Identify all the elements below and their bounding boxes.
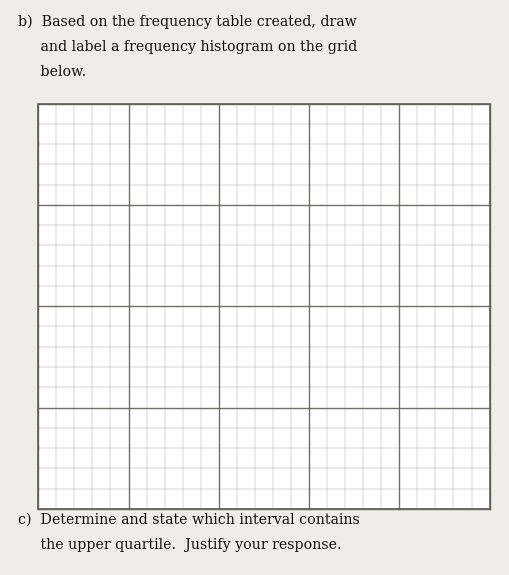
Bar xyxy=(38,104,489,509)
Text: b)  Based on the frequency table created, draw: b) Based on the frequency table created,… xyxy=(18,14,356,29)
Text: c)  Determine and state which interval contains: c) Determine and state which interval co… xyxy=(18,513,359,527)
Text: the upper quartile.  Justify your response.: the upper quartile. Justify your respons… xyxy=(18,538,341,552)
Text: and label a frequency histogram on the grid: and label a frequency histogram on the g… xyxy=(18,40,356,53)
Text: below.: below. xyxy=(18,64,86,79)
